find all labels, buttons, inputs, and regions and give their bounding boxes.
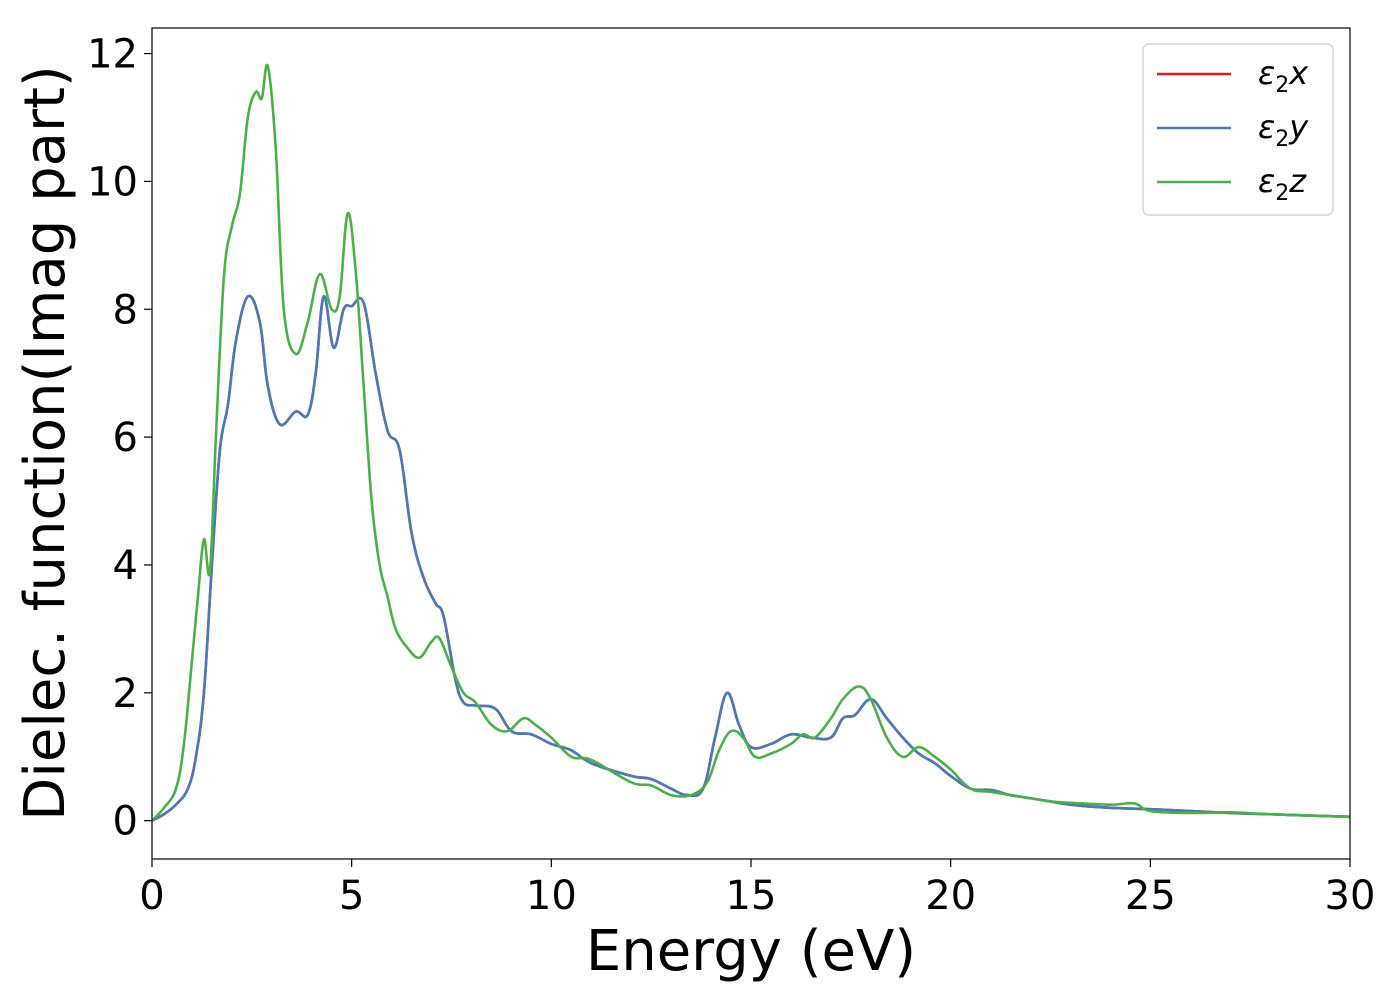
- legend-label-z: ε2z: [1258, 162, 1307, 206]
- y-tick-label: 4: [113, 543, 138, 589]
- x-tick-label: 30: [1325, 873, 1376, 919]
- x-tick-label: 20: [925, 873, 976, 919]
- legend-label-y: ε2y: [1258, 108, 1309, 152]
- x-tick-label: 15: [726, 873, 777, 919]
- y-tick-label: 10: [87, 159, 138, 205]
- x-tick-label: 0: [139, 873, 164, 919]
- y-axis: 0 2 4 6 8 10 12: [87, 32, 152, 845]
- series-layer: [152, 63, 1350, 822]
- y-tick-label: 2: [113, 671, 138, 717]
- y-tick-label: 12: [87, 32, 138, 78]
- legend-label-x: ε2x: [1258, 54, 1309, 98]
- x-tick-label: 10: [526, 873, 577, 919]
- y-tick-label: 0: [113, 799, 138, 845]
- y-tick-label: 8: [113, 287, 138, 333]
- legend-box: [1142, 43, 1334, 216]
- y-tick-label: 6: [113, 415, 138, 461]
- legend-items: ε2x ε2y ε2z: [1157, 54, 1309, 206]
- series-line-z: [152, 63, 1350, 822]
- x-axis-title: Energy (eV): [586, 919, 916, 984]
- y-axis-title: Dielec. function(Imag part): [13, 65, 78, 821]
- legend: ε2x ε2y ε2z: [1142, 43, 1334, 216]
- x-tick-label: 25: [1125, 873, 1176, 919]
- x-tick-label: 5: [339, 873, 364, 919]
- x-axis: 0 5 10 15 20 25 30: [139, 859, 1375, 919]
